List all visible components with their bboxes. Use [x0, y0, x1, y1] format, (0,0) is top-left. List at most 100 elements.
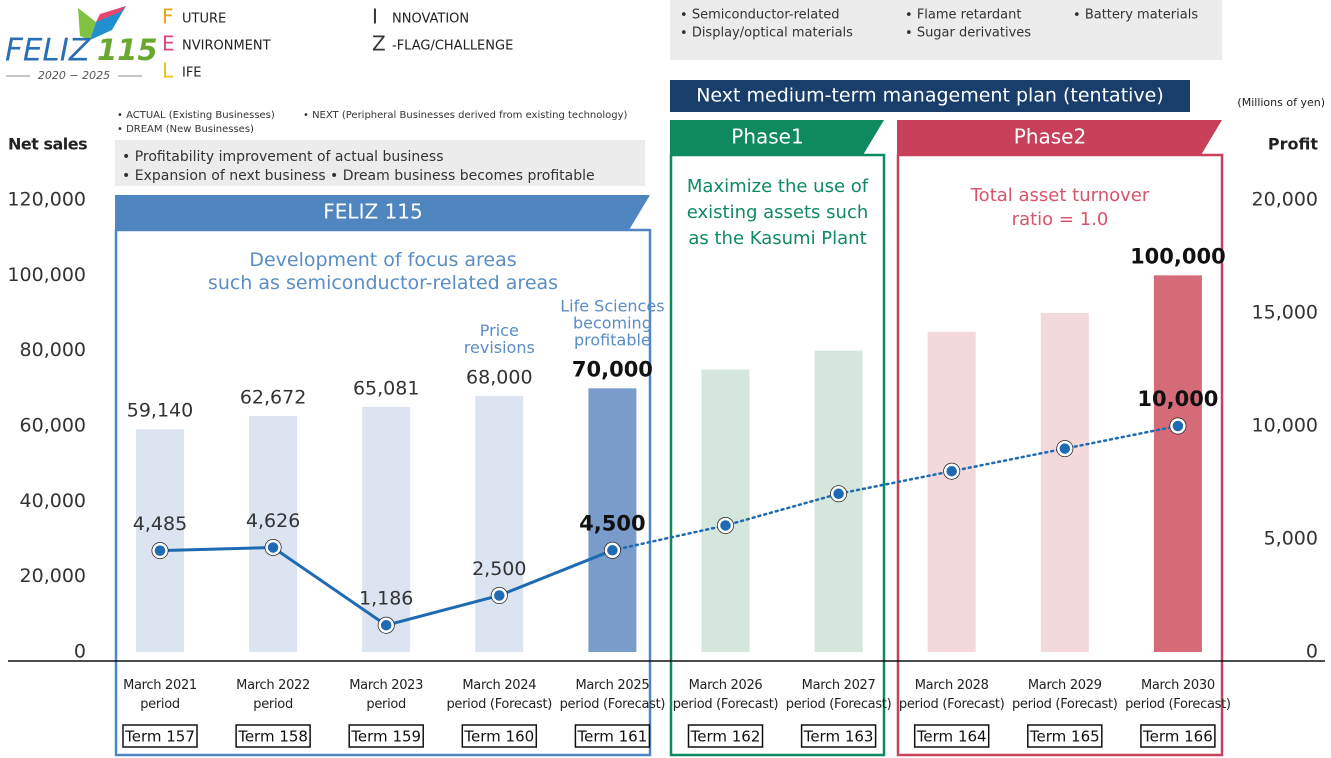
bar	[1040, 313, 1089, 652]
line-value-label: 1,186	[359, 588, 413, 610]
term-box	[687, 724, 764, 748]
bar	[475, 395, 524, 652]
term-label: Term 161	[577, 728, 648, 746]
logo-name: FELIZ	[5, 33, 91, 69]
focus-area: • Display/optical materials	[680, 26, 853, 41]
unit-label: (Millions of yen)	[1237, 96, 1325, 109]
line-value-label: 10,000	[1137, 387, 1218, 411]
bar-value-label: 100,000	[1130, 244, 1226, 268]
marker	[1057, 440, 1073, 457]
acronym-word: -FLAG/CHALLENGE	[392, 39, 513, 54]
bar	[136, 429, 184, 652]
line-value-label: 4,626	[246, 510, 300, 532]
y-tick-label: 40,000	[20, 490, 86, 512]
line-value-label: 2,500	[472, 558, 526, 580]
term-label: Term 160	[463, 728, 534, 746]
line-value-label: 4,485	[133, 513, 187, 535]
acronym-letter: Z	[372, 32, 386, 56]
annotation: Life Sciences becoming profitable	[560, 296, 664, 349]
term-box	[235, 724, 311, 748]
acronym-word: IFE	[182, 66, 202, 81]
term-box	[1140, 724, 1216, 748]
phase-title: Phase1	[731, 125, 803, 149]
acronym-letter: E	[162, 32, 175, 56]
phase-header	[670, 120, 884, 155]
phase-text: Total asset turnover ratio = 1.0	[970, 185, 1150, 230]
acronym-letter: L	[162, 59, 174, 83]
business-type: • ACTUAL (Existing Businesses)	[117, 110, 275, 121]
marker	[717, 517, 734, 534]
term-box	[800, 724, 877, 748]
focus-area: • Sugar derivatives	[905, 26, 1031, 41]
y2-axis-label: Profit	[1268, 135, 1318, 154]
acronym-word: NNOVATION	[392, 12, 469, 27]
term-label: Term 162	[690, 728, 761, 746]
business-type: • NEXT (Peripheral Businesses derived fr…	[303, 110, 628, 121]
term-box	[348, 724, 424, 748]
phase-text: Development of focus areas such as semico…	[208, 249, 558, 294]
plan-banner: Next medium-term management plan (tentat…	[696, 85, 1164, 107]
y-tick-label: 80,000	[20, 339, 86, 361]
goal: • Profitability improvement of actual bu…	[122, 149, 444, 165]
x-tick-label: March 2030 period (Forecast)	[1125, 678, 1231, 712]
term-label: Term 166	[1142, 728, 1213, 746]
bar-value-label: 68,000	[466, 366, 532, 388]
x-tick-label: March 2027 period (Forecast)	[786, 678, 892, 712]
phase-title: Phase2	[1014, 125, 1086, 149]
bar	[927, 331, 976, 652]
y2-tick-label: 0	[1306, 641, 1318, 663]
bar	[701, 369, 750, 652]
bar	[249, 415, 298, 652]
y-tick-label: 20,000	[20, 565, 86, 587]
term-box	[461, 724, 538, 748]
y-axis-label: Net sales	[8, 135, 87, 154]
logo-flag	[90, 6, 126, 40]
acronym-word: UTURE	[182, 12, 226, 27]
y-tick-label: 60,000	[20, 415, 86, 437]
acronym-word: NVIRONMENT	[182, 39, 271, 54]
term-label: Term 163	[803, 728, 874, 746]
marker	[943, 463, 960, 479]
marker	[830, 486, 847, 502]
term-label: Term 157	[124, 728, 195, 746]
profit-line	[611, 424, 1180, 552]
term-box	[1027, 724, 1103, 748]
phase-text: Maximize the use of existing assets such a…	[687, 176, 869, 249]
x-tick-label: March 2026 period (Forecast)	[673, 678, 779, 712]
marker	[378, 617, 394, 633]
phase-header	[897, 120, 1222, 155]
term-label: Term 164	[916, 728, 987, 746]
x-tick-label: March 2025 period (Forecast)	[560, 678, 666, 712]
bar-value-label: 59,140	[127, 400, 193, 422]
phase-title: FELIZ 115	[323, 200, 422, 224]
y2-tick-label: 15,000	[1252, 302, 1318, 324]
focus-area: • Semiconductor-related	[680, 8, 840, 23]
business-type: • DREAM (New Businesses)	[117, 124, 254, 135]
acronym-letter: I	[372, 5, 378, 29]
term-box	[574, 724, 651, 748]
focus-box	[670, 0, 1222, 60]
marker	[152, 542, 168, 559]
term-label: Term 165	[1029, 728, 1100, 746]
acronym-letter: F	[162, 5, 174, 29]
goals-box	[115, 140, 645, 186]
phase-header	[115, 195, 650, 230]
plan-banner-bg	[670, 80, 1190, 112]
bar	[362, 406, 411, 652]
term-label: Term 158	[237, 728, 308, 746]
marker	[1170, 418, 1186, 434]
bar-value-label: 70,000	[572, 357, 653, 381]
y2-tick-label: 5,000	[1264, 528, 1318, 550]
logo-years: 2020 − 2025	[38, 69, 110, 82]
goal: • Expansion of next business	[122, 168, 326, 184]
bar	[1153, 275, 1202, 652]
bar	[588, 388, 637, 652]
logo-flag	[78, 8, 96, 40]
y2-tick-label: 10,000	[1252, 415, 1318, 437]
marker	[265, 539, 281, 556]
x-tick-label: March 2021 period	[123, 678, 197, 712]
bar-value-label: 62,672	[240, 386, 306, 408]
marker	[604, 542, 621, 559]
logo-number: 115	[97, 33, 158, 67]
bar-value-label: 65,081	[353, 377, 419, 399]
